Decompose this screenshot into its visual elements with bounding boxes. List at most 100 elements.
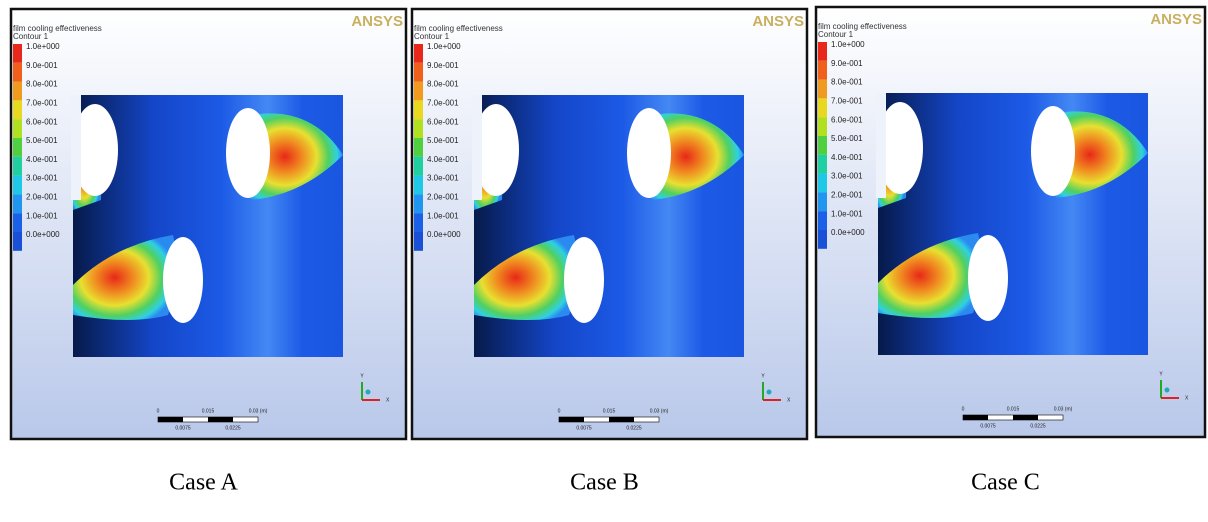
legend-swatch — [414, 232, 423, 251]
legend-label: 1.0e-001 — [831, 209, 863, 218]
caption: Case A — [169, 470, 238, 496]
scale-bar — [208, 417, 233, 422]
axis-label: Y — [360, 373, 364, 379]
hole — [564, 237, 604, 323]
coolant-jet — [246, 113, 343, 200]
scale-label: 0.03 (m) — [650, 408, 669, 414]
legend-swatch — [414, 44, 423, 63]
legend-swatch — [414, 194, 423, 214]
axis-z — [365, 389, 371, 395]
caption: Case B — [570, 470, 639, 496]
legend-label: 2.0e-001 — [427, 193, 459, 202]
legend-swatch — [818, 173, 827, 193]
axis-label: X — [386, 397, 390, 403]
legend-label: 2.0e-001 — [831, 191, 863, 200]
legend-label: 3.0e-001 — [831, 172, 863, 181]
legend-swatch — [818, 154, 827, 174]
scale-label: 0.0075 — [576, 425, 592, 431]
scale-label: 0.03 (m) — [1054, 406, 1073, 412]
scale-label: 0.0075 — [175, 425, 191, 431]
legend-label: 7.0e-001 — [831, 97, 863, 106]
legend-swatch — [818, 98, 827, 118]
legend-label: 0.0e+000 — [26, 230, 60, 239]
scale-label: 0.015 — [603, 408, 616, 414]
hole — [226, 108, 270, 198]
legend-title: film cooling effectiveness — [13, 24, 102, 33]
legend-swatch — [414, 100, 423, 120]
legend-swatch — [13, 62, 22, 82]
hole — [877, 102, 923, 194]
legend-swatch — [818, 60, 827, 80]
legend-subtitle: Contour 1 — [13, 32, 49, 41]
legend-swatch — [414, 138, 423, 157]
legend-label: 3.0e-001 — [26, 174, 58, 183]
legend-swatch — [13, 213, 22, 232]
legend-subtitle: Contour 1 — [414, 32, 450, 41]
legend-swatch — [414, 175, 423, 195]
coolant-jet — [73, 235, 177, 320]
legend-label: 5.0e-001 — [831, 134, 863, 143]
legend-label: 7.0e-001 — [427, 99, 459, 108]
legend-label: 1.0e-001 — [26, 211, 58, 220]
legend-label: 6.0e-001 — [831, 115, 863, 124]
coolant-jet — [1051, 111, 1148, 198]
scale-label: 0.0075 — [980, 423, 996, 429]
legend-swatch — [414, 213, 423, 232]
scale-label: 0.0225 — [225, 425, 241, 431]
ansys-logo: ANSYS — [1150, 11, 1202, 28]
legend-label: 0.0e+000 — [427, 230, 461, 239]
legend-label: 4.0e-001 — [427, 155, 459, 164]
legend-label: 0.0e+000 — [831, 228, 865, 237]
scale-bar — [963, 415, 988, 420]
hole — [1031, 106, 1075, 196]
legend-swatch — [13, 44, 22, 63]
axis-label: Y — [761, 373, 765, 379]
scale-bar — [609, 417, 634, 422]
plate-cutout — [71, 95, 81, 200]
legend-swatch — [414, 156, 423, 176]
hole — [72, 104, 118, 196]
legend-label: 1.0e+000 — [427, 42, 461, 51]
legend-label: 7.0e-001 — [26, 99, 58, 108]
legend-label: 1.0e+000 — [831, 40, 865, 49]
legend-swatch — [13, 119, 22, 138]
scale-label: 0.015 — [202, 408, 215, 414]
legend-swatch — [13, 156, 22, 176]
scale-label: 0 — [962, 406, 965, 412]
legend-swatch — [13, 232, 22, 251]
legend-swatch — [818, 211, 827, 230]
legend-swatch — [818, 117, 827, 136]
legend-swatch — [13, 100, 22, 120]
hole — [968, 235, 1008, 321]
legend-label: 1.0e+000 — [26, 42, 60, 51]
coolant-jet — [647, 113, 744, 200]
legend-label: 3.0e-001 — [427, 174, 459, 183]
legend-label: 9.0e-001 — [831, 59, 863, 68]
legend-swatch — [818, 192, 827, 212]
axis-label: X — [787, 397, 791, 403]
scale-label: 0.0225 — [626, 425, 642, 431]
legend-label: 6.0e-001 — [427, 117, 459, 126]
plate-cutout — [876, 93, 886, 198]
legend-label: 8.0e-001 — [427, 80, 459, 89]
hole — [163, 237, 203, 323]
legend-label: 6.0e-001 — [26, 117, 58, 126]
legend-label: 2.0e-001 — [26, 193, 58, 202]
scale-bar — [559, 417, 584, 422]
scale-label: 0 — [157, 408, 160, 414]
legend-swatch — [414, 81, 423, 101]
legend-swatch — [818, 42, 827, 61]
legend-label: 5.0e-001 — [26, 136, 58, 145]
axis-z — [766, 389, 772, 395]
legend-subtitle: Contour 1 — [818, 30, 854, 39]
legend-label: 8.0e-001 — [831, 78, 863, 87]
scale-label: 0.03 (m) — [249, 408, 268, 414]
legend-swatch — [818, 79, 827, 99]
hole — [627, 108, 671, 198]
ansys-logo: ANSYS — [351, 13, 403, 30]
legend-swatch — [13, 138, 22, 157]
legend-swatch — [414, 62, 423, 82]
legend-swatch — [13, 81, 22, 101]
